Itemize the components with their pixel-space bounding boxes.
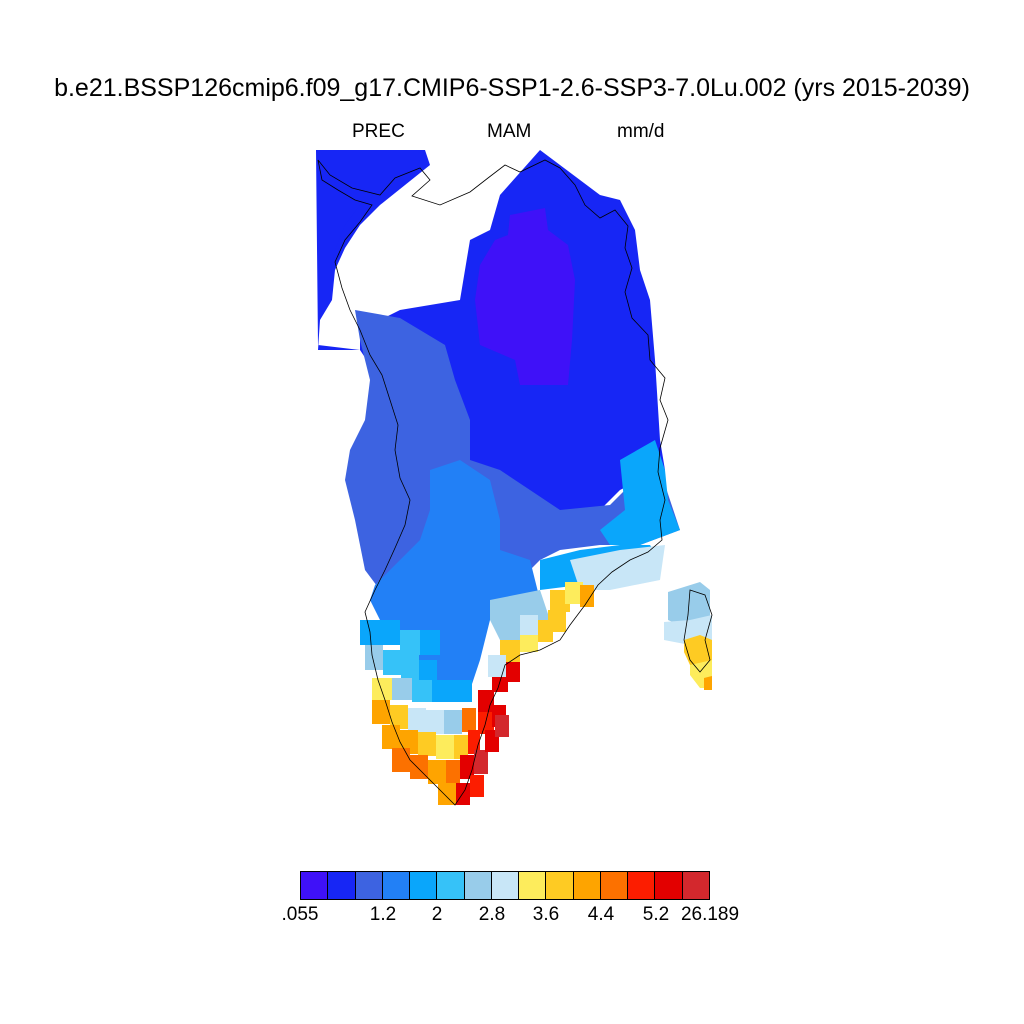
- map-cell: [506, 660, 520, 682]
- colorbar-labels: .055 1.2 2 2.8 3.6 4.4 5.2 26.189: [0, 904, 1024, 930]
- colorbar-swatch: [464, 872, 492, 899]
- colorbar-swatch: [491, 872, 520, 899]
- map-cell: [460, 755, 474, 779]
- map-cell: [372, 678, 392, 700]
- map-cell: [535, 620, 553, 642]
- colorbar-swatch: [437, 872, 465, 899]
- colorbar-swatch: [600, 872, 629, 899]
- colorbar-swatch: [328, 872, 356, 899]
- map-cell: [478, 712, 494, 734]
- colorbar-swatch: [682, 872, 709, 899]
- map-cell: [580, 585, 594, 607]
- map-cell: [454, 735, 468, 759]
- region-pale: [570, 545, 665, 590]
- map-cell: [470, 775, 484, 797]
- map-cell: [419, 660, 437, 685]
- region-northwest: [320, 150, 425, 300]
- colorbar-tick-label: 5.2: [642, 904, 670, 925]
- map-cell: [400, 630, 420, 655]
- island-cell: [704, 676, 712, 690]
- colorbar-swatch: [546, 872, 574, 899]
- map-cell: [408, 708, 426, 732]
- map-cell: [462, 708, 476, 732]
- colorbar-swatch: [355, 872, 383, 899]
- map-cell: [390, 705, 408, 729]
- map-cell: [383, 650, 401, 675]
- map-cell: [380, 620, 400, 645]
- map-grid-cells: [316, 150, 712, 805]
- colorbar-tick-label: 4.4: [587, 904, 615, 925]
- map-cell: [392, 748, 410, 772]
- units-label: mm/d: [617, 121, 665, 142]
- map-cell: [437, 660, 455, 685]
- region-core: [475, 208, 575, 385]
- island-cell: [684, 635, 712, 665]
- map-cell: [412, 680, 432, 702]
- coastline: [317, 159, 713, 806]
- map-cell: [432, 680, 452, 702]
- season-label: MAM: [487, 121, 532, 142]
- map-cell: [565, 582, 583, 604]
- map-cell: [495, 715, 509, 737]
- map-cell: [382, 725, 400, 749]
- colorbar-swatch: [655, 872, 683, 899]
- map-cell: [365, 645, 383, 670]
- map-cell: [436, 735, 454, 759]
- coastline-island: [683, 589, 713, 673]
- colorbar-swatch: [410, 872, 438, 899]
- colorbar-tick-label: .055: [281, 904, 319, 925]
- map-cell: [452, 680, 472, 702]
- plot-title: b.e21.BSSP126cmip6.f09_g17.CMIP6-SSP1-2.…: [54, 74, 970, 102]
- map-cell: [392, 678, 412, 700]
- colorbar-swatch: [573, 872, 601, 899]
- colorbar-tick-label: 2.8: [478, 904, 506, 925]
- colorbar-swatch: [301, 872, 329, 899]
- colorbar-tick-label: 3.6: [532, 904, 560, 925]
- map-cell: [428, 760, 446, 784]
- map-cell: [474, 750, 488, 774]
- map-cell: [401, 655, 419, 680]
- map-cell: [520, 615, 538, 635]
- coastline-main: [317, 159, 669, 806]
- map-cell: [420, 630, 440, 655]
- map-cell: [426, 710, 444, 734]
- colorbar-tick-label: 26.189: [680, 904, 740, 925]
- colorbar-tick-label: 1.2: [369, 904, 397, 925]
- map-cell: [488, 655, 506, 677]
- map-cell: [444, 710, 462, 734]
- colorbar-swatch: [382, 872, 411, 899]
- map-cell: [446, 760, 460, 784]
- colorbar-swatch: [628, 872, 656, 899]
- map-cell: [418, 732, 436, 756]
- variable-label: PREC: [352, 121, 405, 142]
- map-cell: [520, 630, 538, 652]
- map-cell: [456, 783, 470, 805]
- colorbar-tick-label: 2: [431, 904, 443, 925]
- colorbar-swatch: [519, 872, 547, 899]
- map-cell: [372, 700, 390, 724]
- map-cell: [438, 783, 456, 805]
- colorbar: [300, 871, 710, 900]
